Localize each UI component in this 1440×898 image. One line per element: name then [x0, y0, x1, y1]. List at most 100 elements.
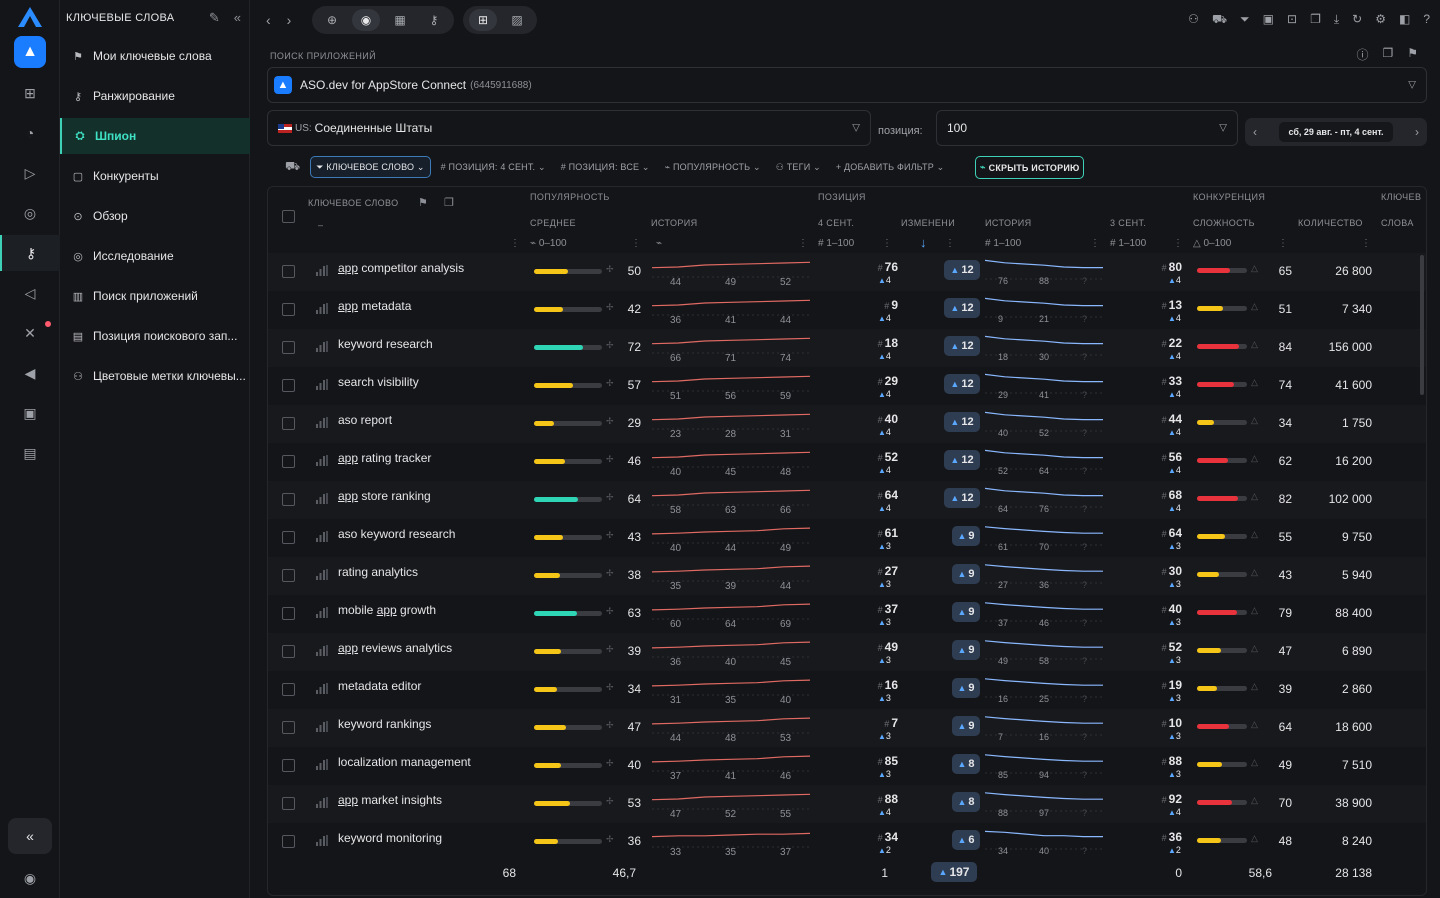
report-icon[interactable]: ▣ [23, 404, 37, 421]
menu-dots-icon[interactable]: ⋮ [1361, 238, 1371, 249]
copy-icon[interactable]: ❐ [1310, 12, 1321, 26]
row-checkbox[interactable] [282, 455, 295, 468]
col-sep4[interactable]: 4 СЕНТ. [818, 218, 855, 228]
row-checkbox[interactable] [282, 417, 295, 430]
date-range[interactable]: сб, 29 авг. - пт, 4 сент. [1279, 122, 1393, 142]
scrollbar[interactable] [1420, 255, 1424, 395]
pin-icon[interactable]: ✢ [606, 682, 614, 692]
store-icon[interactable]: ▤ [23, 444, 37, 461]
sort-desc-icon[interactable]: ↓ [920, 235, 927, 250]
sidebar-item-1[interactable]: ⚷ Ранжирование [60, 78, 250, 114]
filter-position-date[interactable]: # ПОЗИЦИЯ: 4 СЕНТ. ⌄ [440, 161, 546, 173]
prev-date-icon[interactable]: ‹ [1253, 125, 1257, 139]
row-checkbox[interactable] [282, 303, 295, 316]
filter-keyword[interactable]: ⏷ КЛЮЧЕВОЕ СЛОВО ⌄ [310, 156, 431, 178]
app-avatar-icon[interactable]: ▲ [14, 36, 46, 68]
row-checkbox[interactable] [282, 835, 295, 848]
car-icon[interactable]: ⛟ [1211, 12, 1228, 26]
hide-history-button[interactable]: ⌁ СКРЫТЬ ИСТОРИЮ [975, 156, 1085, 179]
filter-position-all[interactable]: # ПОЗИЦИЯ: ВСЕ ⌄ [560, 161, 650, 173]
row-checkbox[interactable] [282, 531, 295, 544]
collapse-sidebar-icon[interactable]: « [233, 10, 241, 25]
help-icon[interactable]: ? [1423, 12, 1430, 26]
menu-dots-icon[interactable]: ⋮ [1173, 238, 1183, 249]
col-keyword[interactable]: КЛЮЧЕВОЕ СЛОВО [308, 198, 399, 208]
pin-icon[interactable]: ✢ [606, 378, 614, 388]
col-words[interactable]: СЛОВА [1381, 218, 1414, 228]
table-row[interactable]: rating analytics ✢ 38 35 39 44 #27 ▲3 ▲ 9 27 36? #30… [268, 557, 1426, 595]
keyword-text[interactable]: keyword monitoring [338, 831, 443, 845]
refresh-icon[interactable]: ↻ [1352, 12, 1363, 26]
table-row[interactable]: aso keyword research ✢ 43 40 44 49 #61 ▲3 ▲ 9 61 70… [268, 519, 1426, 557]
row-checkbox[interactable] [282, 759, 295, 772]
tools-icon[interactable]: ✕ [0, 315, 60, 351]
col-avg[interactable]: СРЕДНЕЕ [530, 218, 576, 228]
table-row[interactable]: aso report ✢ 29 23 28 31 #40 ▲4 ▲ 12 40 52? #44 ▲4 △ 34… [268, 405, 1426, 443]
pin-icon[interactable]: ✢ [606, 720, 614, 730]
table-row[interactable]: app competitor analysis ✢ 50 44 49 52 #76 ▲4 ▲ 12… [268, 253, 1426, 291]
col-history2[interactable]: ИСТОРИЯ [985, 218, 1032, 228]
pin-icon[interactable]: ✢ [606, 416, 614, 426]
table-row[interactable]: keyword research ✢ 72 66 71 74 #18 ▲4 ▲ 12 18 30? #2… [268, 329, 1426, 367]
menu-dots-icon[interactable]: ⋮ [631, 238, 641, 249]
sidebar-item-4[interactable]: ⊙ Обзор [60, 198, 250, 234]
keyword-text[interactable]: rating analytics [338, 565, 419, 579]
table-row[interactable]: localization management ✢ 40 37 41 46 #85 ▲3 ▲ 8 8… [268, 747, 1426, 785]
keyword-text[interactable]: app store ranking [338, 489, 431, 503]
hierarchy-icon[interactable]: ⚇ [1188, 12, 1199, 26]
row-checkbox[interactable] [282, 341, 295, 354]
keyword-text[interactable]: app metadata [338, 299, 412, 313]
menu-dots-icon[interactable]: ⋮ [1090, 238, 1100, 249]
sidebar-item-6[interactable]: ▥ Поиск приложений [60, 278, 250, 314]
sidebar-item-8[interactable]: ⚇ Цветовые метки ключевы... [60, 358, 250, 394]
forward-icon[interactable]: › [286, 12, 292, 28]
duplicate-icon[interactable]: ❐ [1382, 46, 1394, 60]
key-nav-icon[interactable]: ⚷ [0, 235, 60, 271]
chip-icon[interactable]: ▣ [1262, 12, 1274, 26]
keyword-text[interactable]: localization management [338, 755, 471, 769]
keyword-text[interactable]: app market insights [338, 793, 443, 807]
apple-icon[interactable]: ◔ [25, 125, 35, 141]
keyword-text[interactable]: aso report [338, 413, 393, 427]
position-select[interactable]: 100 ▽ [936, 110, 1238, 146]
calendar-icon[interactable]: ▦ [394, 13, 406, 27]
grid-icon[interactable]: ⊞ [24, 84, 36, 101]
row-checkbox[interactable] [282, 721, 295, 734]
bookmark-icon[interactable]: ⚑ [1407, 46, 1418, 60]
menu-dots-icon[interactable]: ⋮ [945, 238, 955, 249]
sidebar-item-5[interactable]: ◎ Исследование [60, 238, 250, 274]
table-row[interactable]: metadata editor ✢ 34 31 35 40 #16 ▲3 ▲ 9 16 25? #19 ▲… [268, 671, 1426, 709]
row-checkbox[interactable] [282, 265, 295, 278]
filter-icon[interactable]: ⏷ [1240, 12, 1250, 26]
range-history[interactable]: # 1–100 [985, 238, 1022, 249]
menu-dots-icon[interactable]: ⋮ [1278, 238, 1288, 249]
collapse-rail-icon[interactable]: « [8, 818, 52, 854]
keyword-text[interactable]: app rating tracker [338, 451, 432, 465]
add-filter-button[interactable]: + ДОБАВИТЬ ФИЛЬТР ⌄ [835, 161, 945, 173]
edit-icon[interactable]: ✎ [208, 10, 220, 25]
menu-dots-icon[interactable]: ⋮ [510, 238, 520, 249]
pin-icon[interactable]: ✢ [606, 340, 614, 350]
col-history[interactable]: ИСТОРИЯ [651, 218, 698, 228]
bookmark-col-icon[interactable]: ⚑ [418, 197, 429, 209]
keyword-text[interactable]: mobile app growth [338, 603, 437, 617]
target-icon[interactable]: ◎ [23, 204, 37, 221]
menu-dots-icon[interactable]: ⋮ [882, 238, 892, 249]
next-date-icon[interactable]: › [1415, 125, 1419, 139]
speaker-icon[interactable]: ◀ [24, 364, 36, 381]
keyword-text[interactable]: keyword rankings [338, 717, 432, 731]
table-view-icon[interactable]: ⊞ [469, 9, 497, 31]
table-row[interactable]: app reviews analytics ✢ 39 36 40 45 #49 ▲3 ▲ 9 49 5… [268, 633, 1426, 671]
keyword-text[interactable]: aso keyword research [338, 527, 456, 541]
play-icon[interactable]: ▷ [24, 164, 36, 181]
pin-icon[interactable]: ✢ [606, 530, 614, 540]
col-difficulty[interactable]: СЛОЖНОСТЬ [1193, 218, 1255, 228]
table-row[interactable]: mobile app growth ✢ 63 60 64 69 #37 ▲3 ▲ 9 37 46? #4… [268, 595, 1426, 633]
wrench-icon[interactable]: ⚷ [429, 13, 439, 27]
pin-icon[interactable]: ✢ [606, 834, 614, 844]
sidebar-item-7[interactable]: ▤ Позиция поискового зап... [60, 318, 250, 354]
row-checkbox[interactable] [282, 607, 295, 620]
range-difficulty[interactable]: △ 0–100 [1193, 238, 1232, 249]
account-icon[interactable]: ◉ [23, 869, 37, 886]
info-icon[interactable]: ⓘ [1356, 48, 1369, 62]
